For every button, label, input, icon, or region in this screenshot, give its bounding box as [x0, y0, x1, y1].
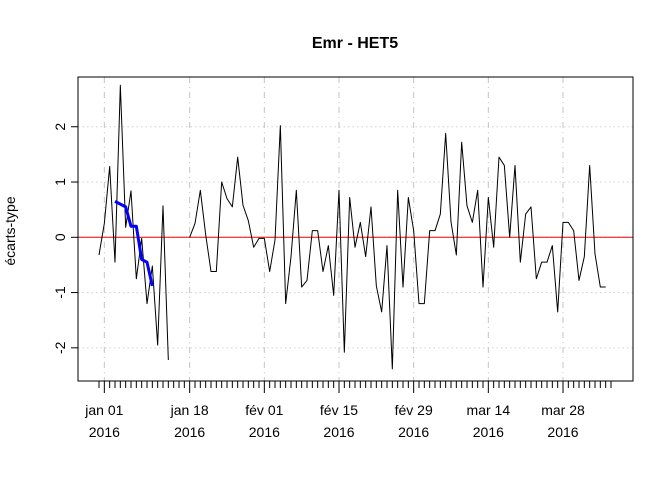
x-tick-label: jan 01: [84, 402, 123, 418]
x-tick-label: jan 18: [170, 402, 209, 418]
x-tick-year-label: 2016: [323, 424, 354, 440]
x-tick-label: fév 01: [245, 402, 283, 418]
x-tick-year-label: 2016: [249, 424, 280, 440]
plot-box: [77, 76, 634, 382]
grid-layer: [78, 77, 633, 381]
chart-title: Emr - HET5: [312, 35, 398, 52]
y-axis-label: écarts-type: [2, 196, 18, 265]
y-axis: -2 -1 0 1 2: [52, 123, 79, 354]
x-tick-year-label: 2016: [89, 424, 120, 440]
y-tick-label: 2: [52, 123, 68, 131]
y-tick-label: -2: [52, 341, 68, 354]
main-series-line: [189, 125, 606, 370]
y-tick-label: -1: [52, 286, 68, 299]
x-tick-label: mar 14: [467, 402, 511, 418]
y-tick-label: 0: [52, 233, 68, 241]
y-tick-label: 1: [52, 178, 68, 186]
overlay-series-line: [114, 200, 154, 287]
x-tick-year-label: 2016: [398, 424, 429, 440]
x-tick-label: mar 28: [541, 402, 585, 418]
x-axis: jan 01 2016 jan 18 2016 fév 01 2016 fév 15 2016…: [84, 380, 612, 440]
series-layer: [98, 84, 606, 370]
x-tick-label: fév 29: [395, 402, 433, 418]
x-tick-year-label: 2016: [473, 424, 504, 440]
x-tick-year-label: 2016: [547, 424, 578, 440]
x-tick-year-label: 2016: [174, 424, 205, 440]
main-series-line: [98, 84, 169, 361]
x-tick-label: fév 15: [320, 402, 358, 418]
